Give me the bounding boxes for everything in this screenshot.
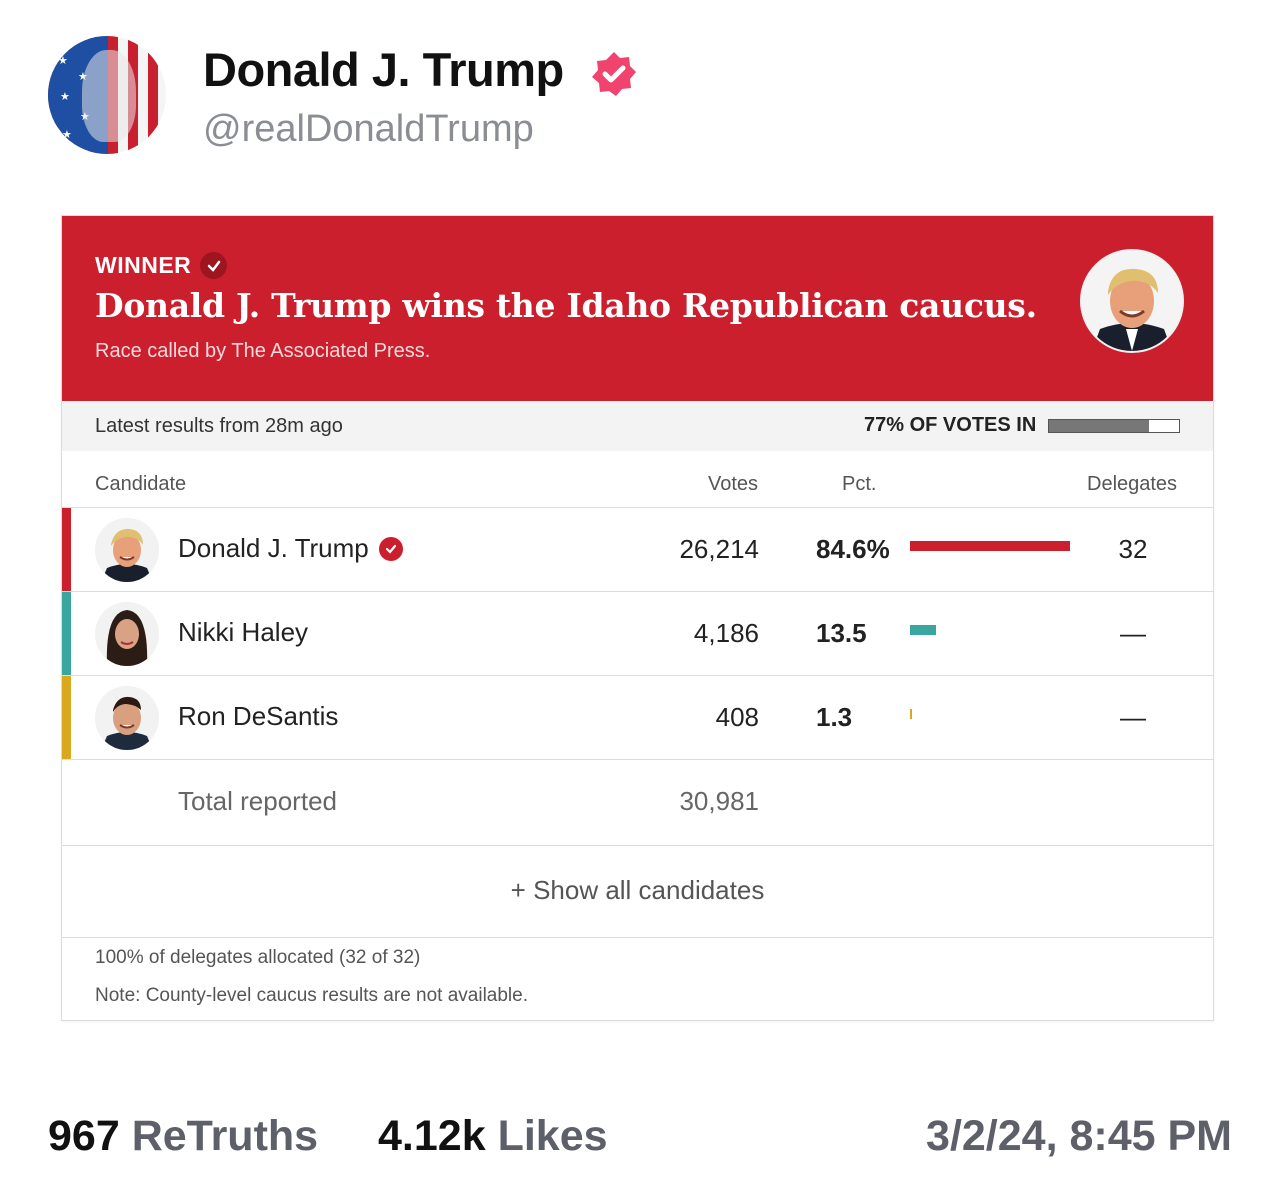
candidate-pct-bar <box>910 625 936 635</box>
candidate-photo-desantis <box>95 686 159 750</box>
candidate-pct-bar-track <box>910 625 1070 635</box>
candidate-color-stripe <box>62 508 71 591</box>
candidate-votes: 4,186 <box>693 618 759 648</box>
latest-results-timestamp: Latest results from 28m ago <box>95 415 343 437</box>
total-reported-row: Total reported 30,981 <box>62 761 1213 846</box>
candidate-pct-bar <box>910 709 913 719</box>
candidate-name-text: Donald J. Trump <box>178 533 369 563</box>
avatar-star-icon: ★ <box>58 55 68 67</box>
votes-in-progress-bar <box>1048 419 1180 433</box>
race-called-by: Race called by The Associated Press. <box>95 340 431 362</box>
author-handle[interactable]: @realDonaldTrump <box>203 108 534 150</box>
winner-row: WINNER <box>95 252 228 279</box>
votes-in-progress-fill <box>1049 420 1150 432</box>
retruths-label: ReTruths <box>131 1112 319 1160</box>
show-all-row: + Show all candidates <box>62 845 1213 938</box>
column-header-candidate: Candidate <box>95 473 187 495</box>
candidate-pct: 13.5 <box>816 618 867 648</box>
candidate-pct-bar-track <box>910 709 1070 719</box>
candidate-row-haley[interactable]: Nikki Haley 4,186 13.5 — <box>62 592 1213 676</box>
candidate-delegates: — <box>1120 618 1146 648</box>
candidate-name: Ron DeSantis <box>178 701 338 732</box>
post-stats: 967 ReTruths 4.12k Likes 3/2/24, 8:45 PM <box>48 1112 1232 1168</box>
candidate-name: Donald J. Trump <box>178 533 403 564</box>
candidate-pct: 1.3 <box>816 702 853 732</box>
candidate-photo-haley <box>95 602 159 666</box>
delegates-allocated-note: 100% of delegates allocated (32 of 32) <box>95 947 421 968</box>
retruths-stat[interactable]: 967 ReTruths <box>48 1112 318 1161</box>
result-headline: Donald J. Trump wins the Idaho Republica… <box>95 286 1037 325</box>
author-display-name[interactable]: Donald J. Trump <box>203 43 564 96</box>
winner-photo <box>1080 249 1184 353</box>
winner-banner: WINNER Donald J. Trump wins the Idaho Re… <box>62 216 1213 401</box>
post-header: ★ ★ ★ ★ ★ Donald J. Trump @realDonaldTru… <box>48 36 1228 156</box>
candidate-pct-bar <box>910 541 1070 551</box>
county-level-note: Note: County-level caucus results are no… <box>95 985 529 1006</box>
candidate-photo-trump <box>95 518 159 582</box>
total-reported-label: Total reported <box>178 786 337 816</box>
candidate-delegates: 32 <box>1118 534 1148 564</box>
candidate-delegates: — <box>1120 702 1146 732</box>
candidate-name-text: Nikki Haley <box>178 617 309 647</box>
candidate-row-desantis[interactable]: Ron DeSantis 408 1.3 — <box>62 676 1213 760</box>
candidate-color-stripe <box>62 676 71 759</box>
verified-badge-icon <box>592 52 636 96</box>
avatar-star-icon: ★ <box>60 91 70 103</box>
candidate-row-trump[interactable]: Donald J. Trump 26,214 84.6% 32 <box>62 508 1213 592</box>
retruths-count: 967 <box>48 1112 120 1160</box>
candidate-votes: 26,214 <box>679 534 759 564</box>
author-avatar[interactable]: ★ ★ ★ ★ ★ <box>48 36 166 154</box>
results-table-header: Candidate Votes Pct. Delegates <box>62 451 1213 508</box>
column-header-votes: Votes <box>708 473 759 495</box>
likes-count: 4.12k <box>378 1112 486 1160</box>
avatar-face <box>82 50 136 142</box>
check-icon <box>200 252 228 279</box>
candidate-pct-bar-track <box>910 541 1070 551</box>
post-timestamp[interactable]: 3/2/24, 8:45 PM <box>926 1112 1232 1160</box>
candidate-pct: 84.6% <box>816 534 890 564</box>
avatar-star-icon: ★ <box>62 129 72 141</box>
likes-label: Likes <box>497 1112 608 1160</box>
results-card[interactable]: WINNER Donald J. Trump wins the Idaho Re… <box>61 215 1214 1021</box>
winner-label: WINNER <box>95 252 192 278</box>
votes-in-label: 77% OF VOTES IN <box>864 414 1037 436</box>
column-header-delegates: Delegates <box>1087 473 1178 495</box>
candidate-votes: 408 <box>715 702 759 732</box>
candidate-name: Nikki Haley <box>178 617 308 648</box>
candidate-name-text: Ron DeSantis <box>178 701 339 731</box>
candidate-color-stripe <box>62 592 71 675</box>
results-status-bar: Latest results from 28m ago 77% OF VOTES… <box>62 401 1213 451</box>
show-all-candidates-button[interactable]: + Show all candidates <box>510 875 765 905</box>
column-header-pct: Pct. <box>842 473 877 495</box>
likes-stat[interactable]: 4.12k Likes <box>378 1112 608 1161</box>
total-reported-votes: 30,981 <box>679 786 759 816</box>
winner-check-icon <box>378 536 403 561</box>
